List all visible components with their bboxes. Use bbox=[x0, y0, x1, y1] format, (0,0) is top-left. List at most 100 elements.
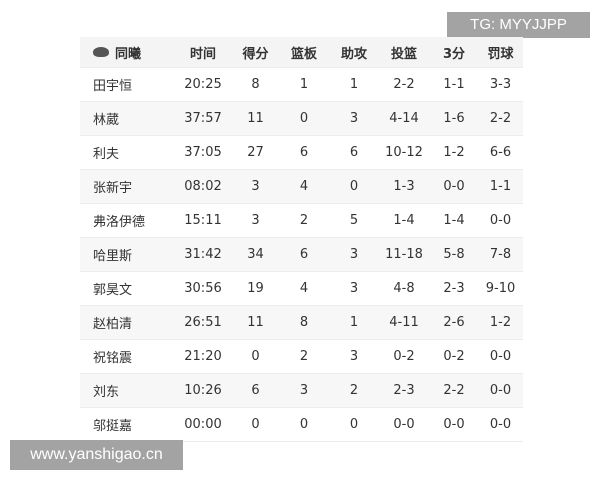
three-pointers: 2-6 bbox=[443, 315, 465, 330]
table-row[interactable]: 林葳 37:57 11 0 3 4-14 1-6 2-2 bbox=[80, 102, 523, 136]
time: 20:25 bbox=[184, 77, 222, 92]
team-name: 同曦 bbox=[115, 46, 142, 62]
three-pointers: 2-3 bbox=[443, 281, 465, 296]
rebounds: 6 bbox=[299, 145, 309, 160]
free-throws: 0-0 bbox=[489, 349, 512, 364]
points: 27 bbox=[247, 145, 264, 160]
free-throws: 0-0 bbox=[489, 213, 512, 228]
time: 31:42 bbox=[184, 247, 222, 262]
field-goals: 1-3 bbox=[393, 179, 415, 194]
three-pointers: 5-8 bbox=[443, 247, 465, 262]
field-goals: 4-8 bbox=[393, 281, 415, 296]
three-pointers: 1-1 bbox=[443, 77, 465, 92]
assists: 1 bbox=[349, 315, 359, 330]
free-throws: 0-0 bbox=[489, 417, 512, 432]
free-throws: 1-2 bbox=[489, 315, 512, 330]
assists: 0 bbox=[349, 179, 359, 194]
field-goals: 2-2 bbox=[393, 77, 415, 92]
three-pointers: 0-2 bbox=[443, 349, 465, 364]
rebounds: 4 bbox=[299, 281, 309, 296]
col-points[interactable]: 得分 bbox=[242, 46, 269, 62]
rebounds: 0 bbox=[299, 111, 309, 126]
time: 26:51 bbox=[184, 315, 222, 330]
field-goals: 4-14 bbox=[389, 111, 419, 126]
field-goals: 1-4 bbox=[393, 213, 415, 228]
assists: 3 bbox=[349, 111, 359, 126]
table-row[interactable]: 祝铭震 21:20 0 2 3 0-2 0-2 0-0 bbox=[80, 340, 523, 374]
points: 0 bbox=[251, 349, 260, 364]
free-throws: 2-2 bbox=[489, 111, 512, 126]
col-3pt[interactable]: 3分 bbox=[442, 46, 466, 62]
player-name: 林葳 bbox=[93, 113, 120, 128]
table-row[interactable]: 邬挺嘉 00:00 0 0 0 0-0 0-0 0-0 bbox=[80, 408, 523, 442]
time: 21:20 bbox=[184, 349, 222, 364]
rebounds: 4 bbox=[299, 179, 309, 194]
three-pointers: 1-4 bbox=[443, 213, 465, 228]
table-row[interactable]: 张新宇 08:02 3 4 0 1-3 0-0 1-1 bbox=[80, 170, 523, 204]
player-name: 刘东 bbox=[93, 385, 120, 400]
player-name: 郭昊文 bbox=[93, 283, 133, 298]
rebounds: 2 bbox=[299, 213, 309, 228]
assists: 5 bbox=[349, 213, 359, 228]
three-pointers: 0-0 bbox=[443, 417, 465, 432]
free-throws: 6-6 bbox=[489, 145, 512, 160]
field-goals: 11-18 bbox=[385, 247, 423, 262]
table-row[interactable]: 弗洛伊德 15:11 3 2 5 1-4 1-4 0-0 bbox=[80, 204, 523, 238]
rebounds: 0 bbox=[299, 417, 309, 432]
player-name: 张新宇 bbox=[93, 181, 133, 196]
assists: 0 bbox=[349, 417, 359, 432]
table-row[interactable]: 利夫 37:05 27 6 6 10-12 1-2 6-6 bbox=[80, 136, 523, 170]
points: 11 bbox=[247, 111, 264, 126]
three-pointers: 0-0 bbox=[443, 179, 465, 194]
assists: 1 bbox=[349, 77, 359, 92]
col-assists[interactable]: 助攻 bbox=[340, 46, 367, 62]
assists: 6 bbox=[349, 145, 359, 160]
free-throws: 3-3 bbox=[489, 77, 512, 92]
player-name: 利夫 bbox=[93, 147, 120, 162]
field-goals: 10-12 bbox=[385, 145, 423, 160]
box-score-table: 同曦 时间 得分 篮板 助攻 投篮 3分 罚球 田宇恒 20:25 8 1 1 2-2 1-… bbox=[80, 37, 523, 442]
table-row[interactable]: 赵柏清 26:51 11 8 1 4-11 2-6 1-2 bbox=[80, 306, 523, 340]
watermark-tg: TG: MYYJJPP bbox=[447, 12, 590, 38]
assists: 3 bbox=[349, 247, 359, 262]
team-logo-icon bbox=[93, 47, 109, 57]
table-row[interactable]: 刘东 10:26 6 3 2 2-3 2-2 0-0 bbox=[80, 374, 523, 408]
table-row[interactable]: 田宇恒 20:25 8 1 1 2-2 1-1 3-3 bbox=[80, 68, 523, 102]
rebounds: 3 bbox=[299, 383, 309, 398]
watermark-site: www.yanshigao.cn bbox=[10, 440, 183, 470]
col-time[interactable]: 时间 bbox=[189, 46, 216, 62]
rebounds: 1 bbox=[299, 77, 309, 92]
table-row[interactable]: 哈里斯 31:42 34 6 3 11-18 5-8 7-8 bbox=[80, 238, 523, 272]
points: 34 bbox=[247, 247, 264, 262]
player-name: 邬挺嘉 bbox=[93, 419, 133, 434]
player-name: 哈里斯 bbox=[93, 249, 133, 264]
free-throws: 0-0 bbox=[489, 383, 512, 398]
col-ft[interactable]: 罚球 bbox=[487, 46, 514, 62]
points: 11 bbox=[247, 315, 264, 330]
col-rebounds[interactable]: 篮板 bbox=[290, 46, 317, 62]
three-pointers: 1-2 bbox=[443, 145, 465, 160]
three-pointers: 1-6 bbox=[443, 111, 465, 126]
points: 6 bbox=[251, 383, 260, 398]
table-row[interactable]: 郭昊文 30:56 19 4 3 4-8 2-3 9-10 bbox=[80, 272, 523, 306]
time: 15:11 bbox=[184, 213, 222, 228]
player-name: 田宇恒 bbox=[93, 79, 133, 94]
field-goals: 2-3 bbox=[393, 383, 415, 398]
time: 08:02 bbox=[184, 179, 222, 194]
points: 0 bbox=[251, 417, 260, 432]
time: 37:57 bbox=[184, 111, 222, 126]
player-name: 赵柏清 bbox=[93, 317, 133, 332]
player-name: 弗洛伊德 bbox=[93, 215, 146, 230]
time: 37:05 bbox=[184, 145, 222, 160]
player-name: 祝铭震 bbox=[93, 351, 133, 366]
field-goals: 4-11 bbox=[389, 315, 419, 330]
points: 3 bbox=[251, 213, 260, 228]
team-header: 同曦 bbox=[80, 43, 173, 62]
free-throws: 1-1 bbox=[489, 179, 512, 194]
col-fg[interactable]: 投篮 bbox=[390, 46, 417, 62]
points: 19 bbox=[247, 281, 264, 296]
assists: 3 bbox=[349, 281, 359, 296]
points: 3 bbox=[251, 179, 260, 194]
rebounds: 2 bbox=[299, 349, 309, 364]
time: 30:56 bbox=[184, 281, 222, 296]
